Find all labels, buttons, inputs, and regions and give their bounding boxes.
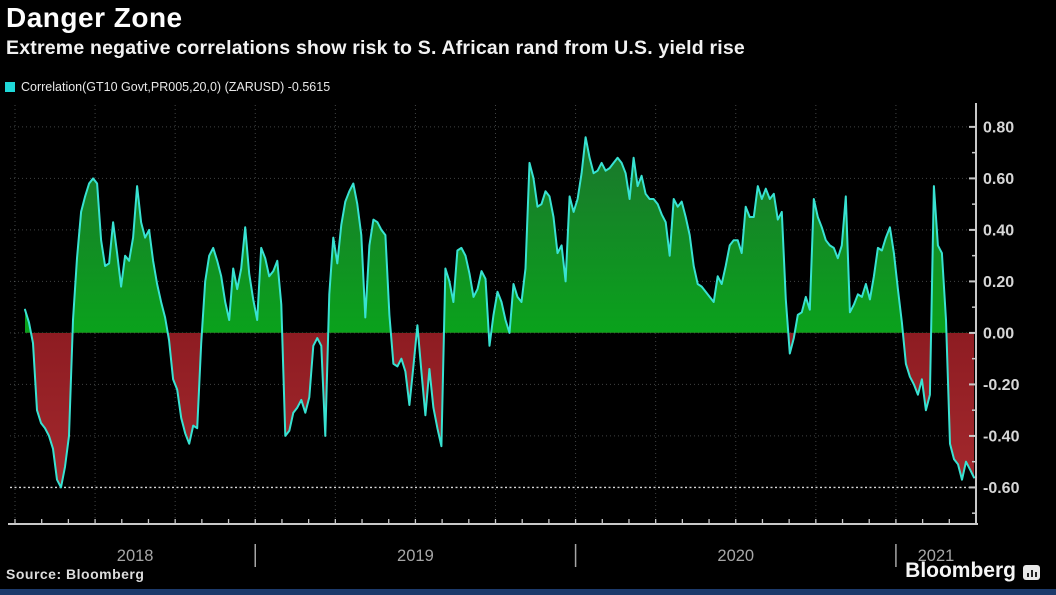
correlation-line — [24, 136, 975, 489]
y-tick-label: -0.20 — [983, 377, 1020, 394]
y-tick-label: 0.20 — [983, 274, 1014, 291]
x-year-label: 2021 — [918, 547, 955, 565]
x-year-label: 2018 — [117, 547, 154, 565]
legend-swatch-icon — [5, 82, 15, 92]
y-tick-label: 0.60 — [983, 171, 1014, 188]
y-tick-label: -0.40 — [983, 428, 1020, 445]
y-tick-label: -0.60 — [983, 480, 1020, 497]
legend-label: Correlation(GT10 Govt,PR005,20,0) (ZARUS… — [21, 80, 331, 94]
y-tick-label: 0.00 — [983, 325, 1014, 342]
y-tick-label: 0.40 — [983, 222, 1014, 239]
chart-legend: Correlation(GT10 Govt,PR005,20,0) (ZARUS… — [5, 80, 330, 94]
bloomberg-wordmark: Bloomberg — [905, 559, 1016, 582]
x-year-label: 2019 — [397, 547, 434, 565]
positive-correlation-area — [25, 137, 974, 333]
chart-subtitle: Extreme negative correlations show risk … — [6, 37, 745, 59]
x-year-label: 2020 — [717, 547, 754, 565]
y-tick-label: 0.80 — [983, 119, 1014, 136]
bloomberg-terminal-chart-icon — [1023, 565, 1040, 580]
bottom-accent-strip — [0, 589, 1056, 595]
page-title: Danger Zone — [6, 2, 183, 33]
source-note: Source: Bloomberg — [6, 566, 145, 582]
